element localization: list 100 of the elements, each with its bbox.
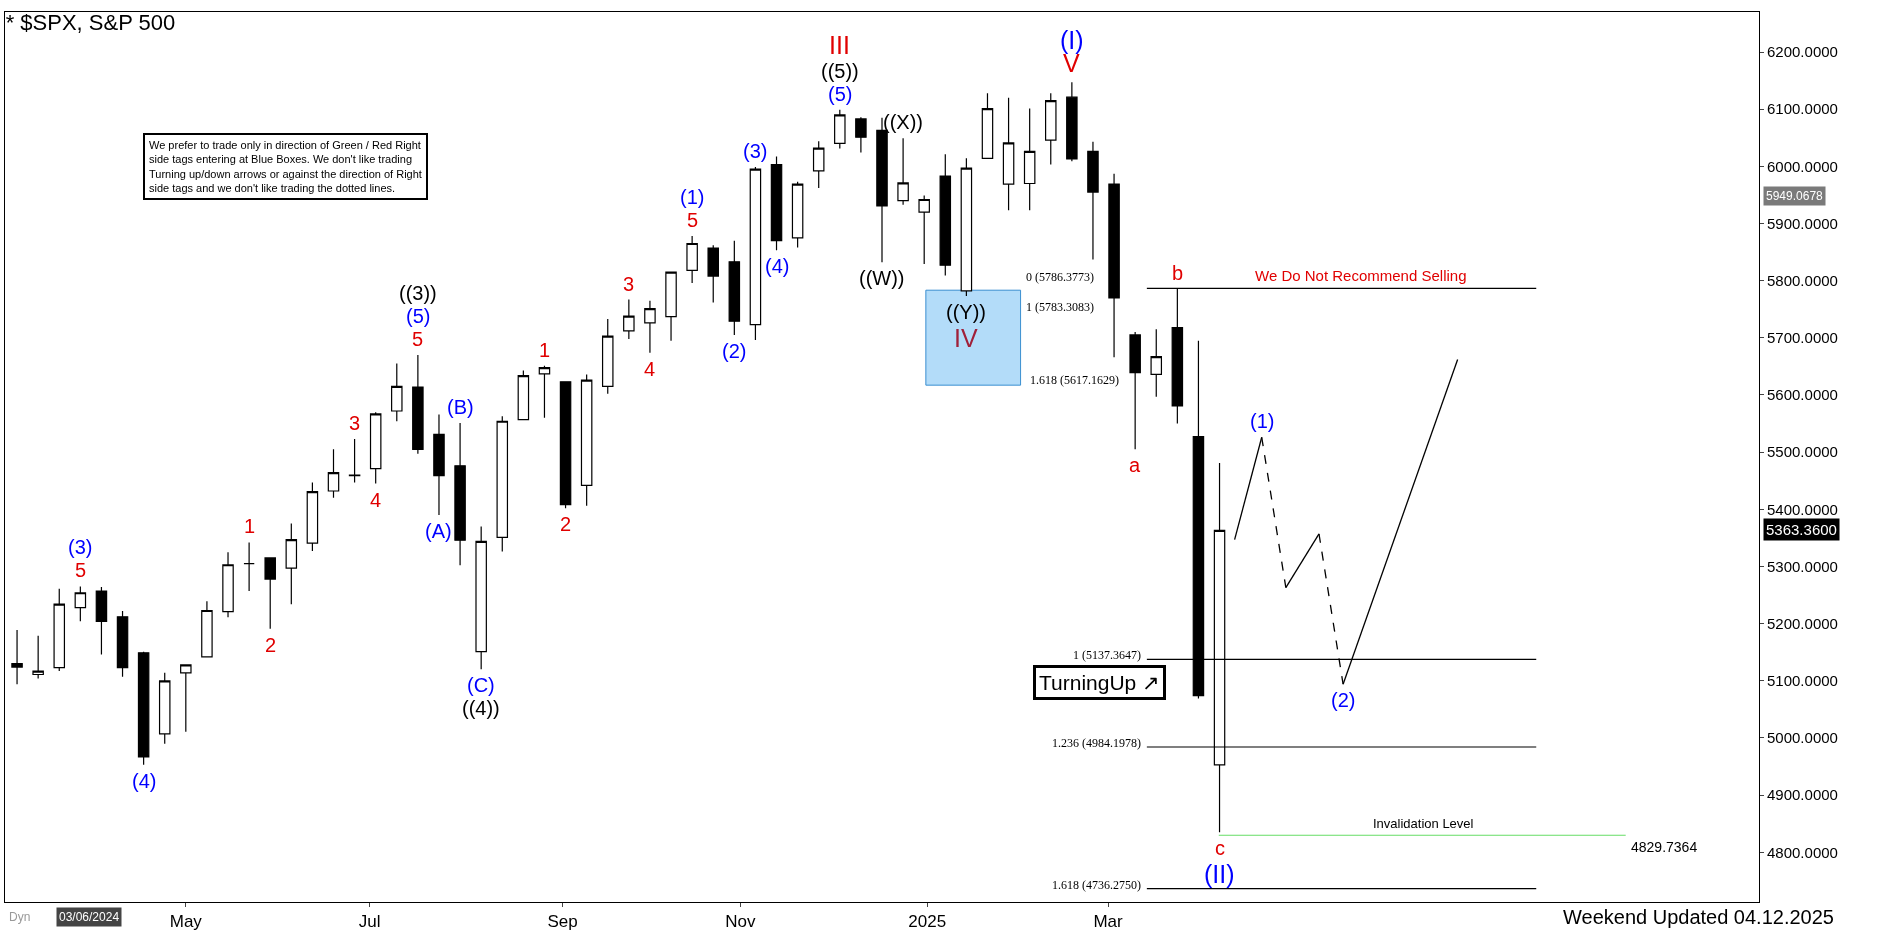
candlestick [707,244,719,303]
candlestick [960,157,973,297]
candlestick [158,672,171,745]
x-tick-label: Mar [1093,912,1124,932]
candlestick [1087,141,1099,261]
annotation: III [829,31,850,59]
text: 5949.0678 [1766,189,1824,203]
annotation: 4 [370,489,382,511]
candlestick [137,651,150,766]
annotation: ((Y)) [946,301,986,323]
annotation: (5) [828,83,853,105]
candlestick [601,318,614,395]
text: 5363.3600 [1766,521,1837,538]
y-tick-label: 5000.0000 [1767,729,1838,747]
candlestick [1150,328,1163,398]
text: 03/06/2024 [59,910,120,924]
y-tick-label: 5300.0000 [1767,557,1838,575]
annotation: IV [954,324,978,352]
x-tick-label: Nov [725,912,756,932]
annotation: 0 (5786.3773) [1026,270,1094,284]
annotation: 3 [623,273,635,295]
annotation: a [1129,454,1141,476]
y-tick-label: 5600.0000 [1767,386,1838,404]
annotation: 4 [644,358,656,380]
annotation: We prefer to trade only in direction of Green / Red Right side tags entering at Blue Boxes. We don't like trading Turning up/down arrows or against the direction of Right side tags and we don't like trading the dotted lines. [149,139,422,194]
annotation: c [1215,837,1225,859]
text: Dyn [9,910,31,924]
candlestick [285,522,298,605]
candlestick [391,362,403,422]
annotation: (5) [406,305,431,327]
candlestick [1002,97,1015,211]
annotation: 4829.7364 [1631,839,1698,855]
annotation: ((X)) [883,111,923,133]
candlestick [686,235,698,284]
candlestick [834,109,846,150]
candlestick [939,153,952,277]
candlestick [412,354,424,455]
annotation: ((W)) [859,267,905,289]
candlestick [11,629,23,685]
candlestick [327,448,340,499]
annotation: 5 [75,559,87,581]
candlestick [95,586,108,656]
candlestick [1045,92,1057,166]
annotation: ((3)) [399,282,437,304]
y-tick-label: 5400.0000 [1767,500,1838,518]
candlestick [644,300,656,354]
candlestick [580,373,593,507]
candlestick [306,481,319,552]
y-tick-label: 6000.0000 [1767,157,1838,175]
ref-line-label: We Do Not Recommend Selling [1255,267,1467,284]
annotation: 2 [265,634,277,656]
candlestick [1066,81,1078,162]
annotation: (4) [132,770,157,792]
y-tick-label: 5500.0000 [1767,443,1838,461]
candlestick [665,271,677,342]
x-tick-label: Sep [547,912,578,932]
text: Weekend Updated 04.12.2025 [1563,906,1834,928]
candlestick [1129,331,1141,450]
annotation: b [1172,262,1184,284]
candlestick [981,92,994,160]
annotation: 1 (5783.3083) [1026,300,1094,314]
annotation: (4) [765,255,790,277]
annotation: 2 [560,513,572,535]
candlestick [74,585,87,622]
candlestick [791,181,804,249]
annotation: 3 [349,412,361,434]
annotation: ((5)) [821,60,859,82]
annotation: 1 [244,515,256,537]
annotation: (1) [680,186,705,208]
annotation: (1) [1250,410,1275,432]
candlestick [559,381,572,509]
candlestick [454,422,466,566]
y-tick-label: 5700.0000 [1767,329,1838,347]
candlestick [496,415,509,553]
candlestick [433,413,445,516]
annotation: (II) [1204,860,1235,888]
y-tick-label: 6100.0000 [1767,100,1838,118]
annotation: 1.618 (5617.1629) [1030,373,1119,387]
annotation: (A) [425,520,452,542]
annotation: TurningUp ↗ [1039,671,1161,694]
candlestick [1023,108,1036,211]
candlestick [770,156,783,251]
candlestick [749,166,762,341]
y-tick-label: 5800.0000 [1767,271,1838,289]
annotation: (B) [447,396,474,418]
annotation: 1 [539,339,551,361]
chart-title: * $SPX, S&P 500 [5,10,176,36]
y-tick-label: 5900.0000 [1767,214,1838,232]
candlestick [812,140,825,189]
x-tick-label: May [169,912,203,932]
y-tick-label: 5100.0000 [1767,672,1838,690]
candlestick [1108,173,1120,358]
candlestick [475,525,487,670]
candlestick [180,664,192,733]
x-tick-label: 2025 [908,912,947,932]
candlestick [264,557,276,630]
annotation: (3) [68,536,93,558]
candlestick [116,610,129,678]
ref-line-label: 1.618 (4736.2750) [1052,878,1141,892]
ref-line-label: 1.236 (4984.1978) [1052,736,1141,750]
